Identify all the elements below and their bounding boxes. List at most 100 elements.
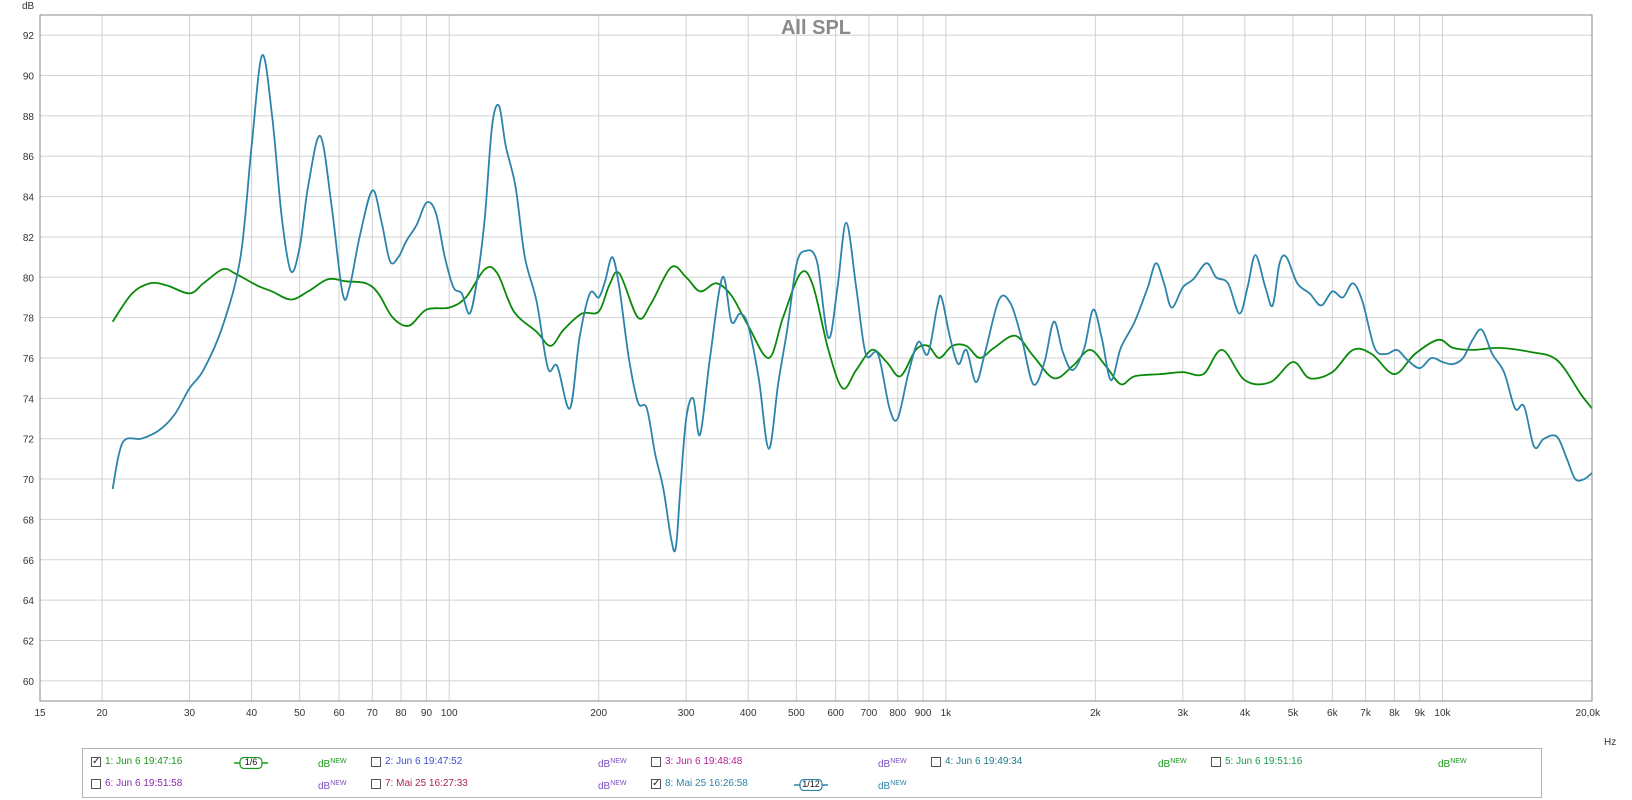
y-tick-label: 70 [23, 475, 35, 486]
series-line-1 [111, 265, 1593, 409]
y-axis-label: dB [22, 1, 35, 12]
y-tick-label: 60 [23, 677, 35, 688]
y-tick-label: 92 [23, 31, 35, 42]
x-tick-label: 60 [333, 708, 345, 719]
x-tick-label: 8k [1389, 708, 1401, 719]
x-tick-label: 6k [1327, 708, 1339, 719]
y-tick-label: 76 [23, 354, 35, 365]
legend-label-7[interactable]: 7: Mai 25 16:27:33 [385, 778, 468, 789]
db-new-sup: NEW [330, 780, 347, 787]
y-tick-label: 88 [23, 112, 35, 123]
legend-checkbox-5[interactable] [1211, 757, 1221, 767]
y-tick-labels: 60 62 64 66 68 70 72 74 76 78 80 82 84 86 88 90 92 [23, 31, 35, 688]
x-tick-label: 15 [34, 708, 46, 719]
x-tick-label: 70 [367, 708, 379, 719]
y-tick-label: 66 [23, 556, 35, 567]
x-tick-label: 2k [1090, 708, 1102, 719]
x-tick-label: 300 [678, 708, 695, 719]
y-tick-label: 74 [23, 394, 35, 405]
y-tick-label: 72 [23, 435, 35, 446]
x-tick-label: 1k [941, 708, 953, 719]
legend-checkbox-6[interactable] [91, 779, 101, 789]
x-tick-label: 700 [861, 708, 878, 719]
legend-label-8[interactable]: 8: Mai 25 16:26:58 [665, 778, 748, 789]
y-tick-label: 80 [23, 273, 35, 284]
legend-label-6[interactable]: 6: Jun 6 19:51:58 [105, 778, 183, 789]
smoothing-badge-8[interactable]: 1/12 [794, 778, 828, 792]
smoothing-badge-1[interactable]: 1/6 [234, 756, 268, 770]
db-label: dB [878, 781, 891, 792]
x-tick-label: 40 [246, 708, 258, 719]
series-line-8 [111, 54, 1593, 553]
legend-db-new-6[interactable]: dBNEW [318, 778, 347, 793]
db-label: dB [1158, 759, 1171, 770]
db-new-sup: NEW [1170, 758, 1187, 765]
x-tick-label: 200 [590, 708, 607, 719]
db-new-sup: NEW [610, 758, 627, 765]
db-label: dB [1438, 759, 1451, 770]
db-label: dB [318, 781, 331, 792]
legend-db-new-8[interactable]: dBNEW [878, 778, 907, 793]
legend-checkbox-7[interactable] [371, 779, 381, 789]
x-tick-label: 500 [788, 708, 805, 719]
x-tick-label: 900 [915, 708, 932, 719]
chart-title: All SPL [781, 17, 851, 39]
legend-checkbox-8[interactable]: ✓ [651, 778, 661, 789]
x-tick-label: 50 [294, 708, 306, 719]
x-tick-label: 80 [396, 708, 408, 719]
legend-label-4[interactable]: 4: Jun 6 19:49:34 [945, 756, 1023, 767]
y-tick-label: 84 [23, 193, 35, 204]
legend-db-new-2[interactable]: dBNEW [598, 756, 627, 771]
db-label: dB [598, 781, 611, 792]
x-tick-label: 30 [184, 708, 196, 719]
db-new-sup: NEW [1450, 758, 1467, 765]
x-tick-label: 9k [1414, 708, 1426, 719]
db-new-sup: NEW [890, 758, 907, 765]
y-tick-label: 78 [23, 314, 35, 325]
x-tick-label: 20 [96, 708, 108, 719]
legend-checkbox-3[interactable] [651, 757, 661, 767]
x-tick-label: 10k [1434, 708, 1451, 719]
plot-frame [39, 14, 1593, 702]
y-tick-label: 68 [23, 515, 35, 526]
x-tick-label: 100 [441, 708, 458, 719]
legend-db-new-1[interactable]: dBNEW [318, 756, 347, 771]
x-tick-label: 3k [1178, 708, 1190, 719]
y-tick-label: 62 [23, 636, 35, 647]
db-label: dB [318, 759, 331, 770]
x-tick-labels: 15 20 30 40 50 60 70 80 90 100 200 300 400 500 600 700 8… [34, 708, 1601, 719]
x-tick-label: 5k [1288, 708, 1300, 719]
y-tick-label: 82 [23, 233, 35, 244]
smoothing-label: 1/6 [244, 757, 258, 767]
spl-plot[interactable]: 60 62 64 66 68 70 72 74 76 78 80 82 84 86 88 90 92 15 20 3… [0, 0, 1632, 748]
x-tick-label: 90 [421, 708, 433, 719]
legend-db-new-5[interactable]: dBNEW [1438, 756, 1467, 771]
legend-label-5[interactable]: 5: Jun 6 19:51:16 [1225, 756, 1303, 767]
y-tick-label: 64 [23, 596, 35, 607]
db-label: dB [598, 759, 611, 770]
legend-label-2[interactable]: 2: Jun 6 19:47:52 [385, 756, 463, 767]
smoothing-label: 1/12 [802, 779, 820, 789]
legend-db-new-7[interactable]: dBNEW [598, 778, 627, 793]
grid [39, 15, 1593, 701]
db-label: dB [878, 759, 891, 770]
x-tick-label: 7k [1360, 708, 1372, 719]
x-axis-unit: Hz [1604, 737, 1616, 748]
x-tick-label: 20,0k [1576, 708, 1601, 719]
db-new-sup: NEW [890, 780, 907, 787]
x-tick-label: 400 [740, 708, 757, 719]
legend-db-new-3[interactable]: dBNEW [878, 756, 907, 771]
legend-label-3[interactable]: 3: Jun 6 19:48:48 [665, 756, 743, 767]
legend: ✓ 1: Jun 6 19:47:16 1/6 dBNEW 2: Jun 6 19:47… [82, 748, 1542, 798]
y-tick-label: 90 [23, 72, 35, 83]
y-tick-label: 86 [23, 152, 35, 163]
legend-label-1[interactable]: 1: Jun 6 19:47:16 [105, 756, 183, 767]
x-tick-label: 600 [827, 708, 844, 719]
x-tick-label: 4k [1240, 708, 1252, 719]
legend-checkbox-2[interactable] [371, 757, 381, 767]
legend-checkbox-1[interactable]: ✓ [91, 756, 101, 767]
db-new-sup: NEW [610, 780, 627, 787]
legend-checkbox-4[interactable] [931, 757, 941, 767]
legend-db-new-4[interactable]: dBNEW [1158, 756, 1187, 771]
series-lines [111, 54, 1593, 553]
